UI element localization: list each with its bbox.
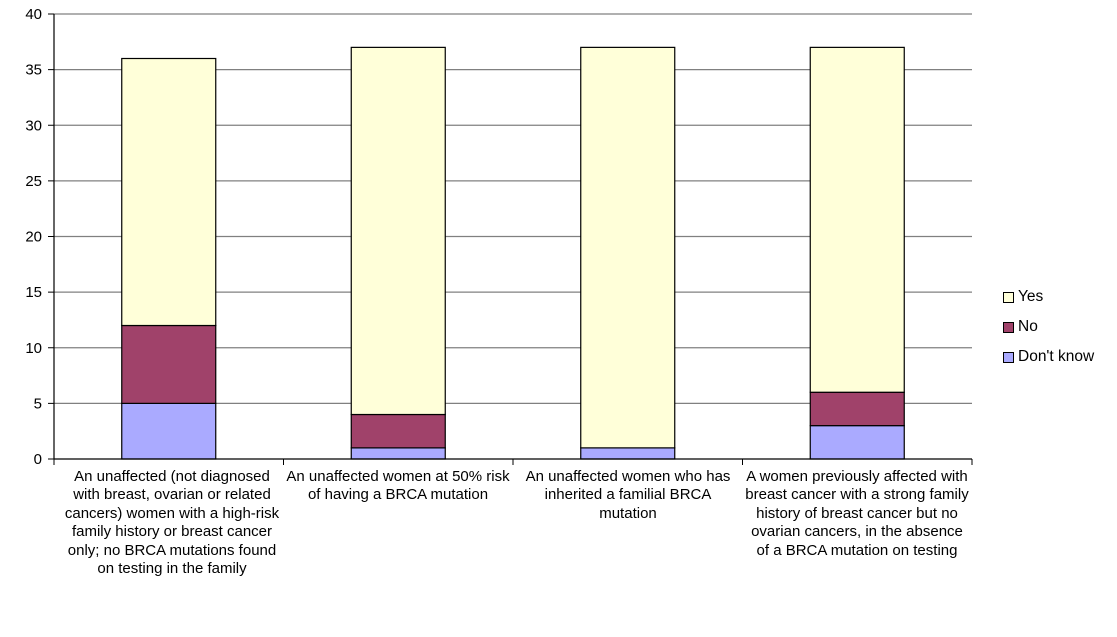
axes	[53, 14, 973, 465]
bar-segment-don-t-know-4	[809, 425, 905, 460]
category-label-2: An unaffected women at 50% risk of havin…	[286, 468, 510, 504]
bars	[121, 46, 905, 460]
legend-item-dont-know: Don't know	[1003, 342, 1094, 372]
y-tick-label: 5	[34, 395, 42, 412]
category-label-3: An unaffected women who has inherited a …	[525, 468, 731, 522]
legend-swatch-dont-know	[1003, 351, 1014, 363]
y-tick-label: 40	[25, 6, 42, 23]
y-axis-tick-labels: 0 5 10 15 20 25 30 35 40	[25, 6, 54, 468]
y-tick-label: 0	[34, 451, 42, 468]
bar-segment-yes-4	[809, 46, 905, 393]
legend-label-dont-know: Don't know	[1018, 348, 1095, 365]
category-label-4: A women previously affected with breast …	[745, 468, 969, 559]
y-tick-label: 25	[25, 173, 42, 190]
y-tick-label: 30	[25, 117, 42, 134]
legend-item-no: No	[1003, 312, 1094, 342]
category-label-1: An unaffected (not diagnosed with breast…	[64, 468, 280, 578]
y-tick-label: 20	[25, 229, 42, 246]
bar-segment-don-t-know-3	[580, 447, 676, 460]
legend-swatch-no	[1003, 321, 1014, 333]
bar-segment-no-2	[350, 413, 446, 449]
bar-segment-yes-1	[121, 57, 217, 327]
legend-item-yes: Yes	[1003, 282, 1094, 312]
legend: Yes No Don't know	[1003, 282, 1094, 372]
legend-label-no: No	[1018, 318, 1038, 335]
legend-swatch-yes	[1003, 291, 1014, 303]
bar-segment-no-1	[121, 324, 217, 404]
y-tick-label: 10	[25, 340, 42, 357]
bar-segment-no-4	[809, 391, 905, 427]
y-tick-label: 15	[25, 284, 42, 301]
bar-segment-don-t-know-2	[350, 447, 446, 460]
bar-segment-don-t-know-1	[121, 402, 217, 460]
bar-segment-yes-3	[580, 46, 676, 449]
legend-label-yes: Yes	[1018, 288, 1044, 305]
bar-segment-yes-2	[350, 46, 446, 416]
y-tick-label: 35	[25, 62, 42, 79]
